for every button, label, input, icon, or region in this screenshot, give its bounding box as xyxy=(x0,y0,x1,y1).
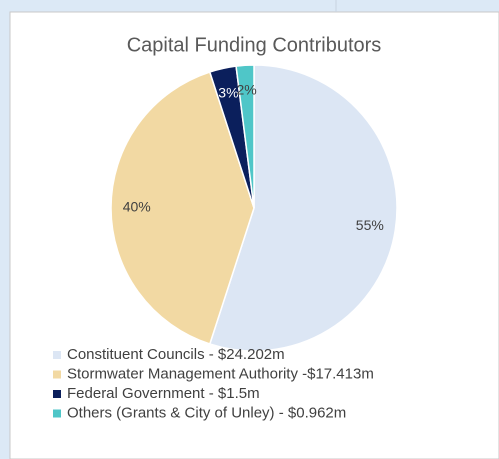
legend-swatch xyxy=(53,390,61,398)
legend-label: Federal Government - $1.5m xyxy=(67,385,260,402)
data-label: 3% xyxy=(218,84,238,100)
data-label: 2% xyxy=(237,82,257,98)
legend-label: Constituent Councils - $24.202m xyxy=(67,346,285,363)
data-label: 40% xyxy=(123,199,151,215)
legend-swatch xyxy=(53,351,61,359)
pie-slice xyxy=(110,71,255,345)
pie-slice xyxy=(208,64,398,352)
legend-label: Stormwater Management Authority -$17.413… xyxy=(67,365,374,382)
legend-label: Others (Grants & City of Unley) - $0.962… xyxy=(67,404,346,421)
data-label: 55% xyxy=(356,217,384,233)
legend-swatch xyxy=(53,370,61,379)
pie-slice xyxy=(235,64,255,209)
legend-swatch xyxy=(53,409,61,418)
chart-title: Capital Funding Contributors xyxy=(127,34,382,56)
